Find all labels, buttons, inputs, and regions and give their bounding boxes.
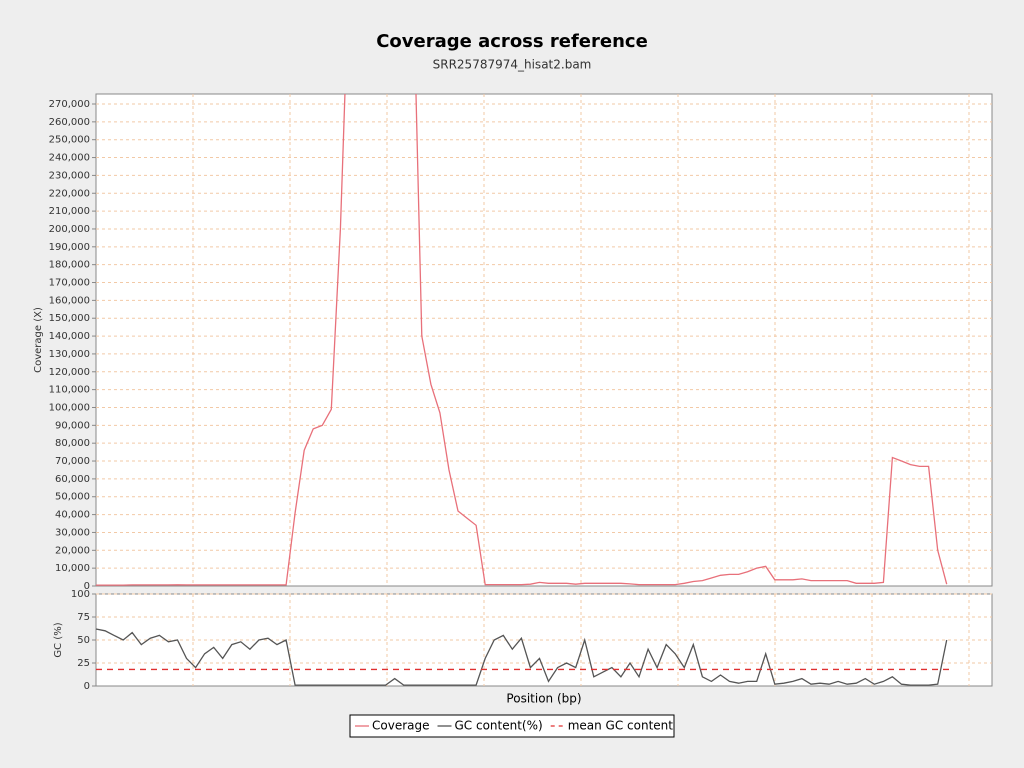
y-tick-label: 60,000 — [55, 474, 90, 485]
y-tick-label: 50,000 — [55, 492, 90, 503]
legend — [349, 714, 675, 738]
x-axis-label: Position (bp) — [506, 692, 581, 706]
y-tick-label: 210,000 — [49, 206, 90, 217]
series-line — [95, 628, 948, 686]
y-tick-label: 260,000 — [49, 117, 90, 128]
y-tick-label: 80,000 — [55, 438, 90, 449]
y-tick-label: 120,000 — [49, 367, 90, 378]
y-tick-label: 180,000 — [49, 260, 90, 271]
y-tick-label: 110,000 — [49, 385, 90, 396]
y-tick-label: 25 — [77, 658, 90, 669]
y-tick-label: 10,000 — [55, 563, 90, 574]
legend-label: mean GC content — [568, 719, 674, 733]
y-tick-label: 75 — [77, 612, 90, 623]
y-tick-label: 0 — [84, 581, 90, 592]
chart-subtitle: SRR25787974_hisat2.bam — [433, 58, 592, 72]
legend-label: GC content(%) — [455, 719, 543, 733]
legend-label: Coverage — [372, 719, 430, 733]
y-tick-label: 160,000 — [49, 295, 90, 306]
y-axis-label-gc: GC (%) — [53, 622, 64, 657]
y-tick-label: 170,000 — [49, 278, 90, 289]
y-tick-label: 50 — [77, 635, 90, 646]
y-tick-label: 0 — [84, 681, 90, 692]
y-tick-label: 200,000 — [49, 224, 90, 235]
y-tick-label: 240,000 — [49, 153, 90, 164]
y-tick-label: 250,000 — [49, 135, 90, 146]
y-tick-label: 130,000 — [49, 349, 90, 360]
y-tick-label: 140,000 — [49, 331, 90, 342]
y-tick-label: 100 — [71, 589, 90, 600]
y-tick-label: 20,000 — [55, 545, 90, 556]
plot-area — [95, 93, 993, 587]
y-tick-label: 40,000 — [55, 510, 90, 521]
series-line — [96, 94, 948, 586]
y-axis-label: Coverage (X) — [33, 307, 44, 373]
y-tick-label: 270,000 — [49, 99, 90, 110]
y-tick-label: 190,000 — [49, 242, 90, 253]
y-tick-label: 150,000 — [49, 313, 90, 324]
y-tick-label: 30,000 — [55, 527, 90, 538]
y-tick-label: 100,000 — [49, 402, 90, 413]
chart-title: Coverage across reference — [376, 31, 648, 52]
y-tick-label: 90,000 — [55, 420, 90, 431]
y-tick-label: 230,000 — [49, 170, 90, 181]
y-tick-label: 70,000 — [55, 456, 90, 467]
y-tick-label: 220,000 — [49, 188, 90, 199]
